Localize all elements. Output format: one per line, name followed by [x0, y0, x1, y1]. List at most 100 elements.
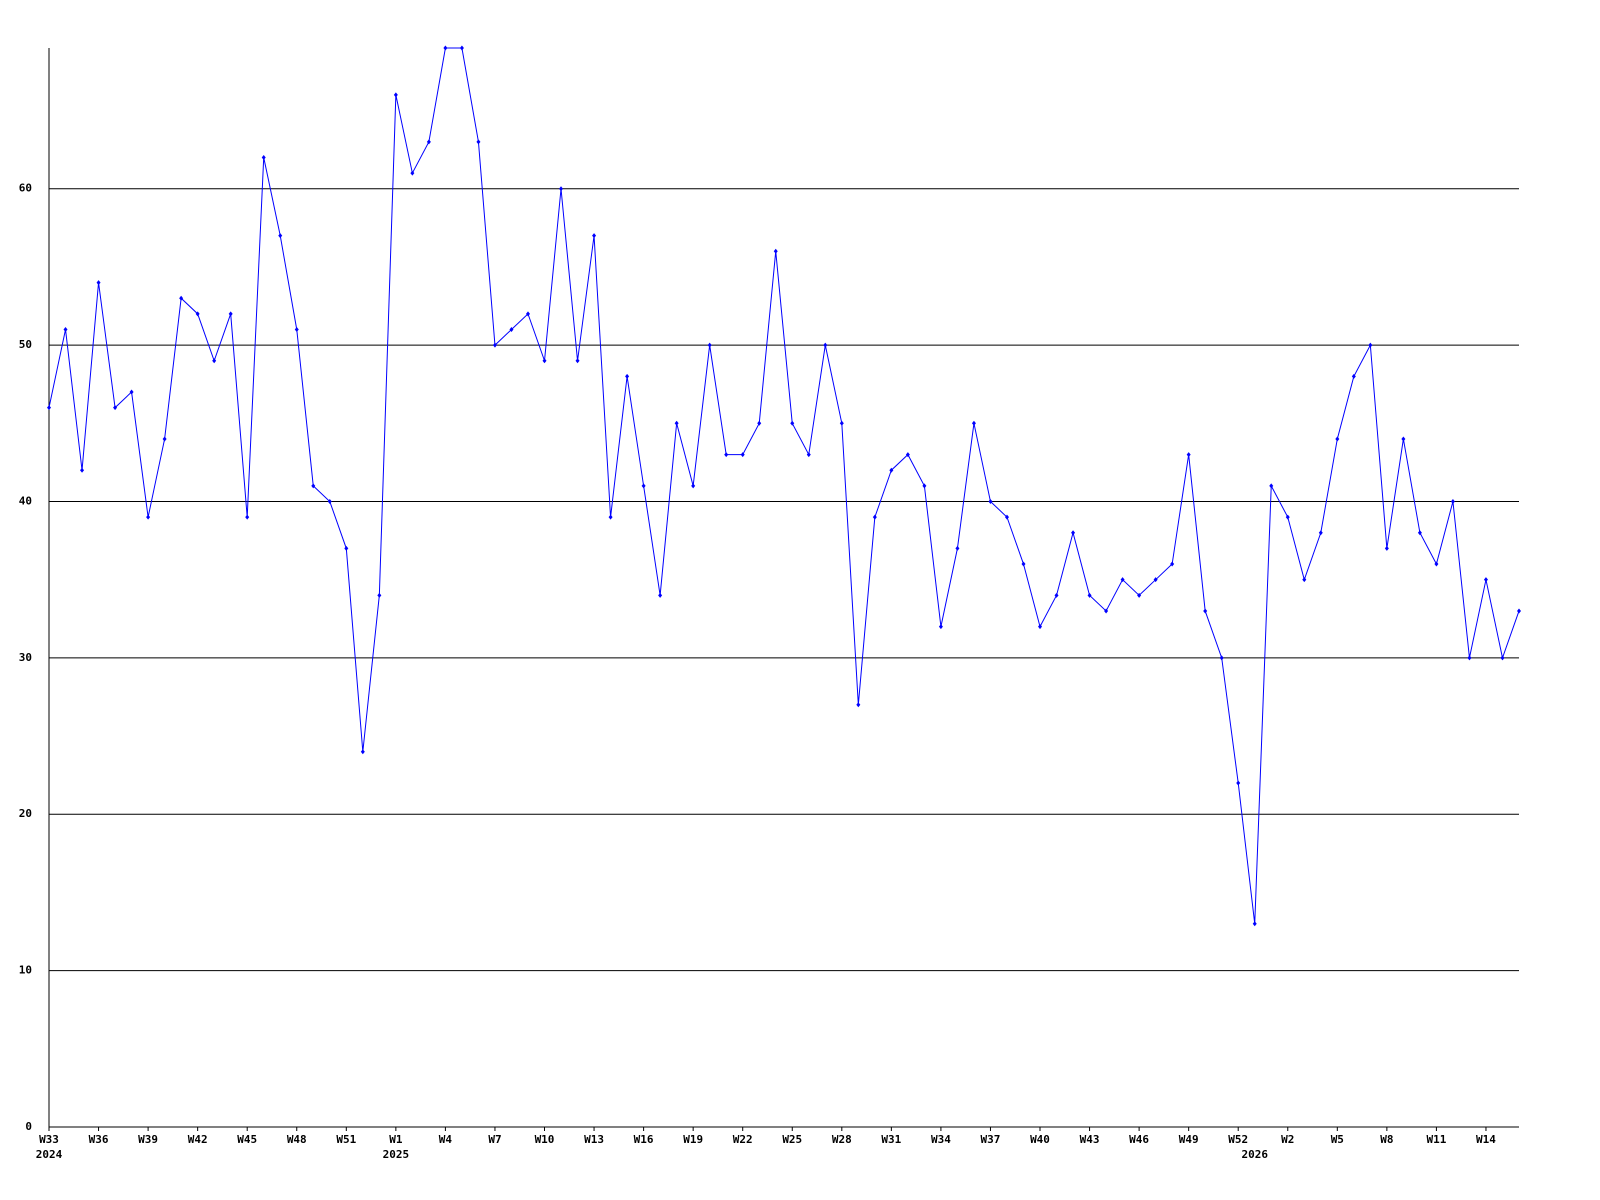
- y-tick-label: 40: [19, 494, 32, 507]
- point: [179, 295, 184, 301]
- x-year-label: 2026: [1241, 1148, 1268, 1161]
- x-tick-label: W51: [336, 1133, 356, 1146]
- point: [294, 326, 299, 332]
- point: [641, 483, 646, 489]
- y-tick-label: 10: [19, 964, 32, 977]
- point: [823, 342, 828, 348]
- point: [228, 311, 233, 317]
- point: [806, 452, 811, 458]
- x-tick-label: W1: [389, 1133, 403, 1146]
- point: [575, 358, 580, 364]
- point: [47, 405, 51, 411]
- point: [1021, 561, 1026, 567]
- point: [988, 498, 993, 504]
- point: [1417, 530, 1422, 536]
- point: [311, 483, 316, 489]
- x-year-label: 2024: [36, 1148, 63, 1161]
- point: [955, 545, 960, 551]
- point: [1450, 498, 1455, 504]
- x-tick-label: W43: [1080, 1133, 1100, 1146]
- point: [674, 420, 679, 426]
- point: [1203, 608, 1208, 614]
- point: [1137, 592, 1142, 598]
- point: [938, 624, 943, 630]
- point: [724, 452, 729, 458]
- x-tick-label: W4: [439, 1133, 453, 1146]
- y-tick-label: 50: [19, 338, 32, 351]
- point: [1071, 530, 1076, 536]
- point: [592, 233, 597, 239]
- y-tick-label: 0: [25, 1120, 32, 1133]
- point: [492, 342, 497, 348]
- point: [872, 514, 877, 520]
- point: [1087, 592, 1092, 598]
- x-year-label: 2025: [383, 1148, 410, 1161]
- point: [360, 749, 365, 755]
- x-tick-label: W31: [881, 1133, 901, 1146]
- x-tick-label: W28: [832, 1133, 852, 1146]
- x-tick-label: W25: [782, 1133, 802, 1146]
- point: [773, 248, 778, 254]
- x-tick-label: W36: [89, 1133, 109, 1146]
- point: [691, 483, 696, 489]
- point: [393, 92, 398, 98]
- x-tick-label: W22: [733, 1133, 753, 1146]
- point: [1285, 514, 1290, 520]
- point: [1384, 545, 1389, 551]
- x-tick-label: W46: [1129, 1133, 1149, 1146]
- point: [129, 389, 134, 395]
- point: [459, 45, 464, 51]
- point: [559, 186, 564, 192]
- point: [658, 592, 663, 598]
- point: [790, 420, 795, 426]
- point: [1038, 624, 1043, 630]
- point: [1186, 452, 1191, 458]
- point: [1252, 921, 1257, 927]
- point: [625, 373, 630, 379]
- point: [1517, 608, 1521, 614]
- y-tick-label: 30: [19, 651, 32, 664]
- x-tick-label: W5: [1331, 1133, 1344, 1146]
- x-tick-label: W2: [1281, 1133, 1294, 1146]
- point: [476, 139, 481, 145]
- point: [509, 326, 514, 332]
- x-tick-label: W39: [138, 1133, 158, 1146]
- point: [146, 514, 151, 520]
- point: [1500, 655, 1505, 661]
- point: [740, 452, 745, 458]
- y-tick-label: 20: [19, 807, 32, 820]
- x-tick-label: W49: [1179, 1133, 1199, 1146]
- y-tick-label: 60: [19, 182, 32, 195]
- point: [63, 326, 68, 332]
- x-tick-label: W7: [488, 1133, 501, 1146]
- point: [1318, 530, 1323, 536]
- point: [278, 233, 283, 239]
- point: [707, 342, 712, 348]
- point: [525, 311, 530, 317]
- x-tick-label: W19: [683, 1133, 703, 1146]
- point: [410, 170, 415, 176]
- point: [1302, 577, 1307, 583]
- series-line: [48, 47, 1520, 924]
- point: [426, 139, 431, 145]
- point: [1269, 483, 1274, 489]
- point: [839, 420, 844, 426]
- x-tick-label: W45: [237, 1133, 257, 1146]
- x-tick-label: W13: [584, 1133, 604, 1146]
- point: [344, 545, 349, 551]
- point: [1219, 655, 1224, 661]
- point: [905, 452, 910, 458]
- point: [608, 514, 613, 520]
- point: [1153, 577, 1158, 583]
- x-tick-label: W16: [634, 1133, 654, 1146]
- point: [1351, 373, 1356, 379]
- point: [971, 420, 976, 426]
- point: [1434, 561, 1439, 567]
- point: [327, 498, 332, 504]
- point: [1483, 577, 1488, 583]
- x-tick-label: W42: [188, 1133, 208, 1146]
- point: [1236, 780, 1241, 786]
- point: [856, 702, 861, 708]
